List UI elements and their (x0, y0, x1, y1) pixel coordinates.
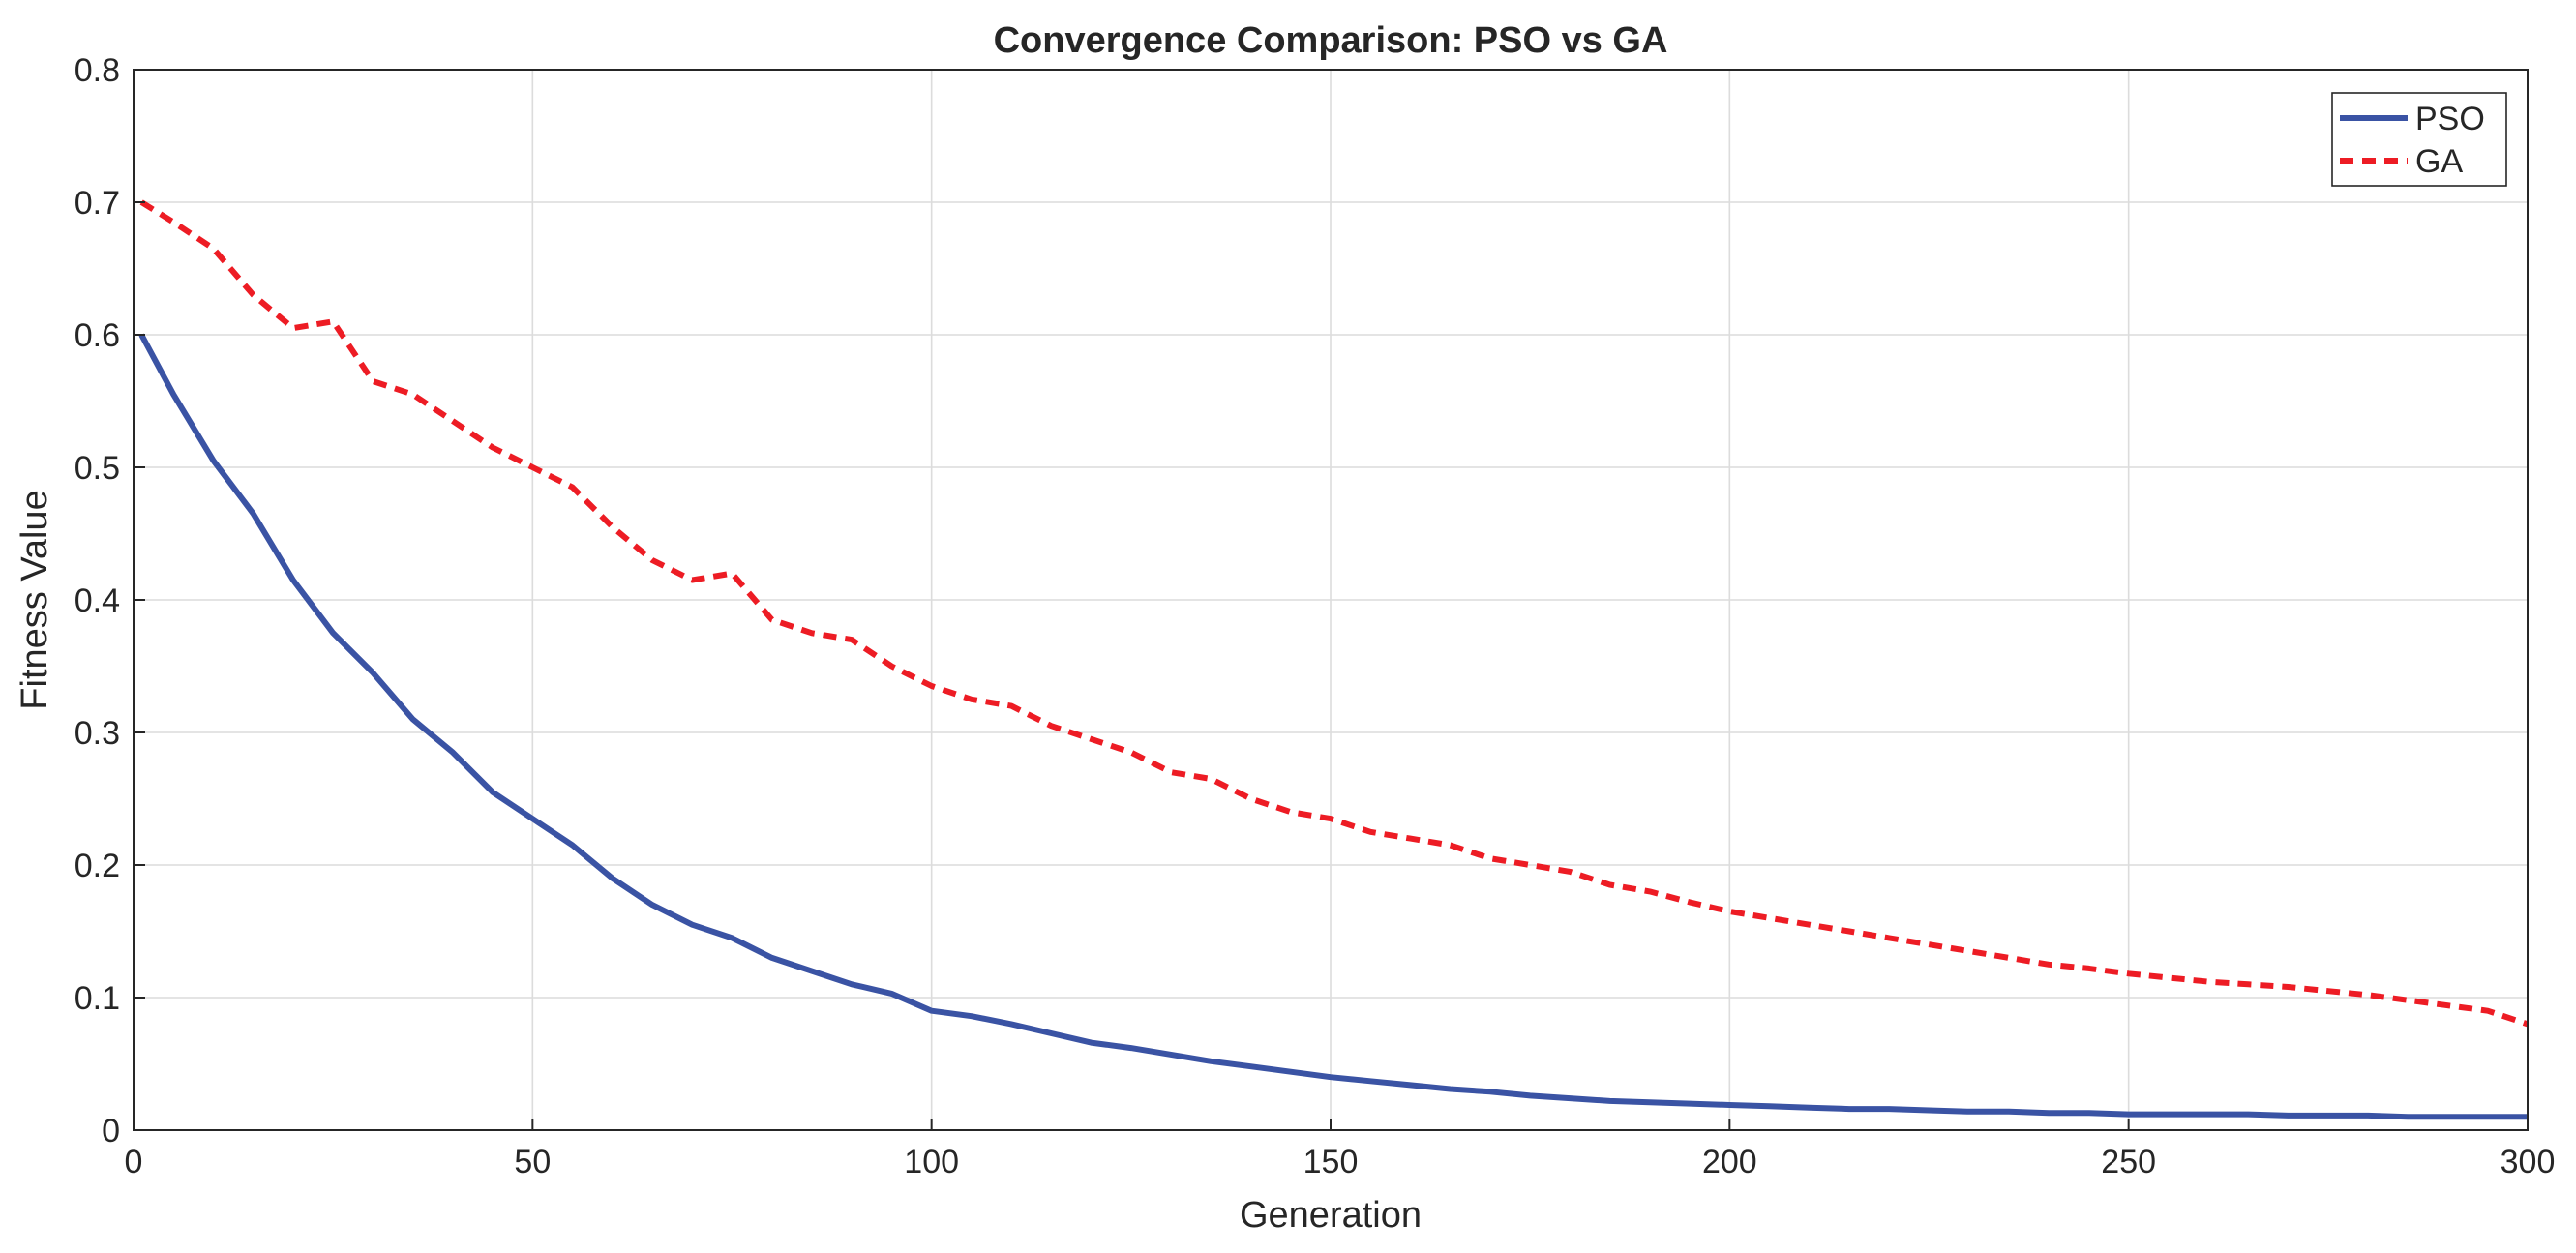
y-tick-label: 0.7 (75, 185, 120, 222)
tick-layer: 0 50 100 150 200 250 300 0 0.1 0.2 0.3 0.4 0.5 0.6 0.7… (75, 52, 2556, 1180)
x-tick-label: 200 (1702, 1144, 1757, 1180)
series-line-ga (139, 199, 2529, 1028)
y-tick-label: 0.5 (75, 450, 120, 487)
chart-title: Convergence Comparison: PSO vs GA (994, 20, 1668, 61)
y-tick-label: 0 (102, 1113, 120, 1149)
legend: PSO GA (2331, 92, 2507, 187)
x-tick-label: 250 (2101, 1144, 2156, 1180)
grid-layer (134, 70, 2528, 1130)
legend-label-ga: GA (2415, 143, 2463, 180)
y-tick-label: 0.3 (75, 715, 120, 752)
x-axis-label: Generation (1240, 1195, 1422, 1236)
x-tick-label: 0 (125, 1144, 143, 1180)
y-tick-label: 0.4 (75, 582, 120, 619)
y-tick-label: 0.1 (75, 980, 120, 1017)
x-tick-label: 50 (514, 1144, 551, 1180)
legend-box (2331, 92, 2507, 187)
x-tick-label: 150 (1303, 1144, 1359, 1180)
x-tick-label: 300 (2501, 1144, 2556, 1180)
x-tick-label: 100 (904, 1144, 959, 1180)
y-tick-label: 0.6 (75, 317, 120, 354)
y-axis-label: Fitness Value (15, 490, 55, 709)
series-layer (138, 199, 2529, 1120)
y-tick-label: 0.8 (75, 52, 120, 89)
series-line-pso (138, 333, 2528, 1120)
legend-label-pso: PSO (2415, 101, 2485, 137)
y-tick-label: 0.2 (75, 848, 120, 884)
